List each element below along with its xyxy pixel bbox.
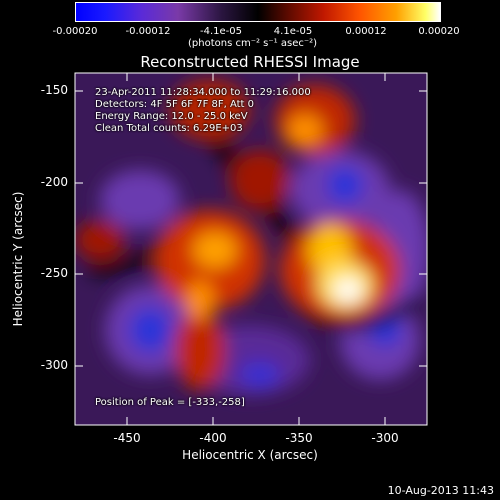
colorbar-tick: 0.00012: [345, 26, 387, 37]
x-axis-label: Heliocentric X (arcsec): [182, 448, 318, 462]
peak-position-label: Position of Peak = [-333,-258]: [95, 397, 245, 408]
colorbar-tick: -0.00012: [125, 26, 171, 37]
colorbar-tick: 4.1e-05: [273, 26, 313, 37]
x-tick-label: -300: [371, 431, 399, 445]
x-tick-label: -400: [199, 431, 227, 445]
plot-title: Reconstructed RHESSI Image: [140, 53, 360, 71]
energy-range-label: Energy Range: 12.0 - 25.0 keV: [95, 111, 248, 122]
colorbar-tick: 0.00020: [418, 26, 460, 37]
colorbar: [75, 2, 441, 22]
colorbar-tick: -4.1e-05: [200, 26, 242, 37]
y-tick-label: -150: [40, 83, 68, 97]
x-tick-label: -350: [285, 431, 313, 445]
y-tick-label: -250: [40, 266, 68, 280]
x-tick-label: -450: [113, 431, 141, 445]
plot-timestamp: 10-Aug-2013 11:43: [387, 484, 494, 497]
y-tick-label: -200: [40, 175, 68, 189]
y-axis-label: Heliocentric Y (arcsec): [11, 191, 25, 327]
detectors-label: Detectors: 4F 5F 6F 7F 8F, Att 0: [95, 99, 255, 110]
time-range-label: 23-Apr-2011 11:28:34.000 to 11:29:16.000: [95, 87, 311, 98]
clean-counts-label: Clean Total counts: 6.29E+03: [95, 123, 243, 134]
colorbar-tick: -0.00020: [52, 26, 98, 37]
y-tick-label: -300: [40, 358, 68, 372]
colorbar-unit-label: (photons cm⁻² s⁻¹ asec⁻²): [188, 38, 318, 49]
